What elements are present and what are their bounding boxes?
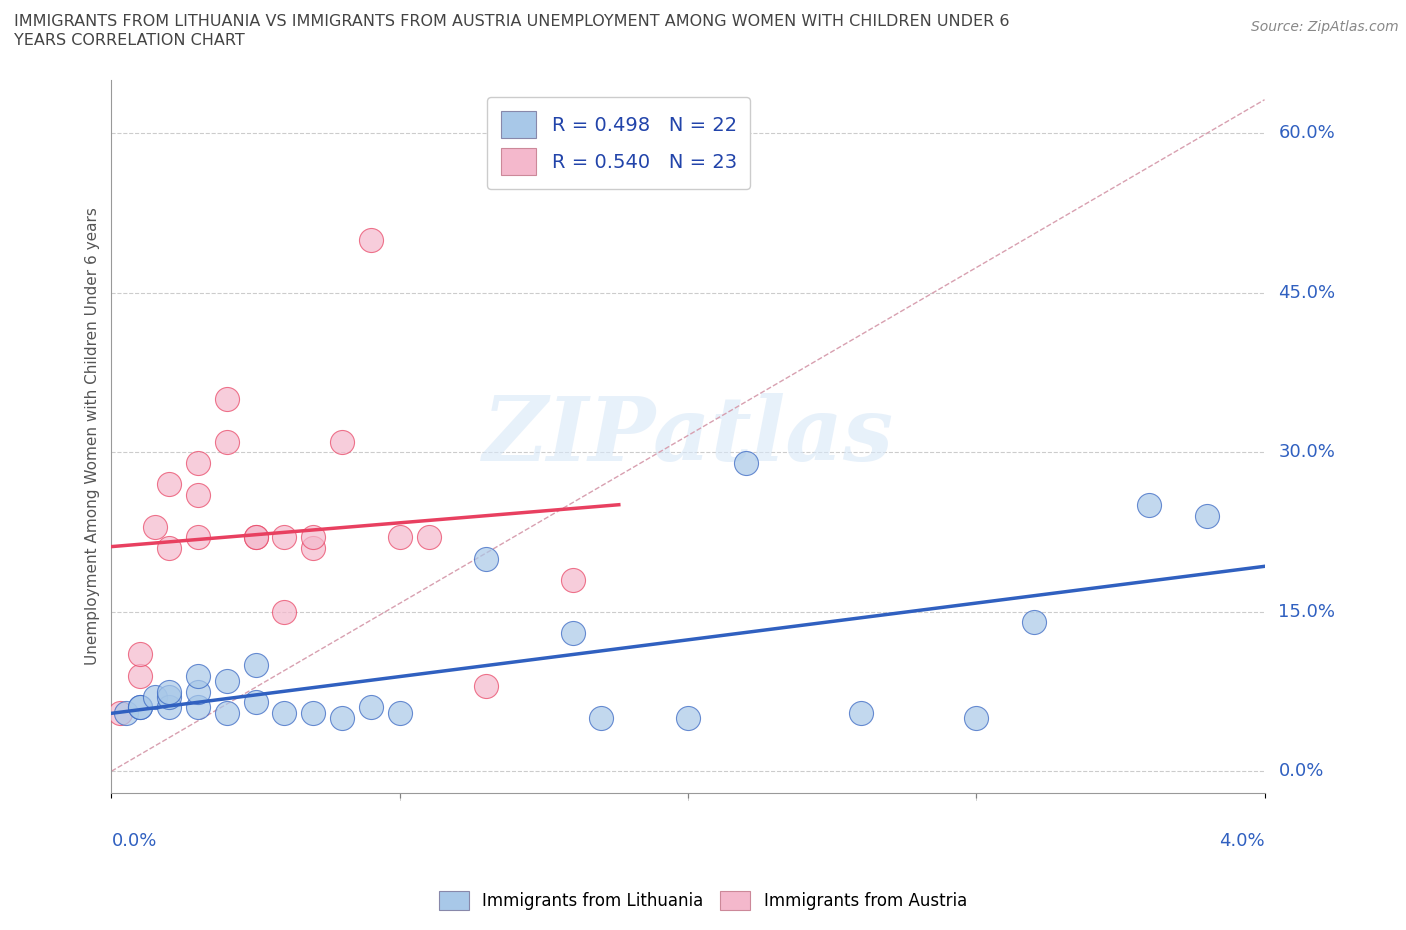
Point xyxy=(108,705,131,720)
Text: IMMIGRANTS FROM LITHUANIA VS IMMIGRANTS FROM AUSTRIA UNEMPLOYMENT AMONG WOMEN WI: IMMIGRANTS FROM LITHUANIA VS IMMIGRANTS … xyxy=(14,14,1010,29)
Point xyxy=(245,658,267,672)
Point xyxy=(591,711,613,725)
Point xyxy=(734,456,756,471)
Point xyxy=(1195,509,1218,524)
Point xyxy=(215,392,238,406)
Point xyxy=(273,705,295,720)
Point xyxy=(215,673,238,688)
Point xyxy=(157,477,180,492)
Point xyxy=(215,705,238,720)
Point xyxy=(388,530,411,545)
Text: ZIPatlas: ZIPatlas xyxy=(482,393,893,480)
Text: 4.0%: 4.0% xyxy=(1219,831,1264,850)
Point xyxy=(129,700,152,715)
Point xyxy=(245,530,267,545)
Point xyxy=(475,551,498,566)
Point xyxy=(157,689,180,704)
Point xyxy=(273,530,295,545)
Point xyxy=(273,604,295,619)
Point xyxy=(187,456,209,471)
Point xyxy=(360,700,382,715)
Point xyxy=(561,572,583,587)
Y-axis label: Unemployment Among Women with Children Under 6 years: Unemployment Among Women with Children U… xyxy=(86,207,100,665)
Text: 15.0%: 15.0% xyxy=(1278,603,1336,620)
Point xyxy=(129,647,152,662)
Point xyxy=(187,487,209,502)
Text: YEARS CORRELATION CHART: YEARS CORRELATION CHART xyxy=(14,33,245,47)
Point xyxy=(475,679,498,694)
Point xyxy=(157,540,180,555)
Point xyxy=(360,232,382,247)
Point xyxy=(849,705,872,720)
Point xyxy=(157,700,180,715)
Point xyxy=(302,705,325,720)
Text: 45.0%: 45.0% xyxy=(1278,284,1336,301)
Point xyxy=(676,711,699,725)
Text: 0.0%: 0.0% xyxy=(1278,763,1324,780)
Point xyxy=(330,434,353,449)
Point xyxy=(418,530,440,545)
Text: 60.0%: 60.0% xyxy=(1278,125,1336,142)
Point xyxy=(129,668,152,683)
Point xyxy=(561,626,583,641)
Point xyxy=(302,540,325,555)
Text: 0.0%: 0.0% xyxy=(111,831,157,850)
Point xyxy=(245,695,267,710)
Point xyxy=(1137,498,1160,512)
Legend: R = 0.498   N = 22, R = 0.540   N = 23: R = 0.498 N = 22, R = 0.540 N = 23 xyxy=(488,97,751,189)
Point xyxy=(187,530,209,545)
Legend: Immigrants from Lithuania, Immigrants from Austria: Immigrants from Lithuania, Immigrants fr… xyxy=(433,884,973,917)
Text: 30.0%: 30.0% xyxy=(1278,444,1336,461)
Point xyxy=(215,434,238,449)
Point xyxy=(187,700,209,715)
Point xyxy=(245,530,267,545)
Point xyxy=(330,711,353,725)
Point xyxy=(1022,615,1045,630)
Point xyxy=(965,711,987,725)
Point xyxy=(388,705,411,720)
Point xyxy=(129,700,152,715)
Text: Source: ZipAtlas.com: Source: ZipAtlas.com xyxy=(1251,20,1399,34)
Point xyxy=(143,689,166,704)
Point xyxy=(157,684,180,699)
Point xyxy=(187,668,209,683)
Point xyxy=(143,519,166,534)
Point xyxy=(302,530,325,545)
Point xyxy=(114,705,136,720)
Point xyxy=(187,684,209,699)
